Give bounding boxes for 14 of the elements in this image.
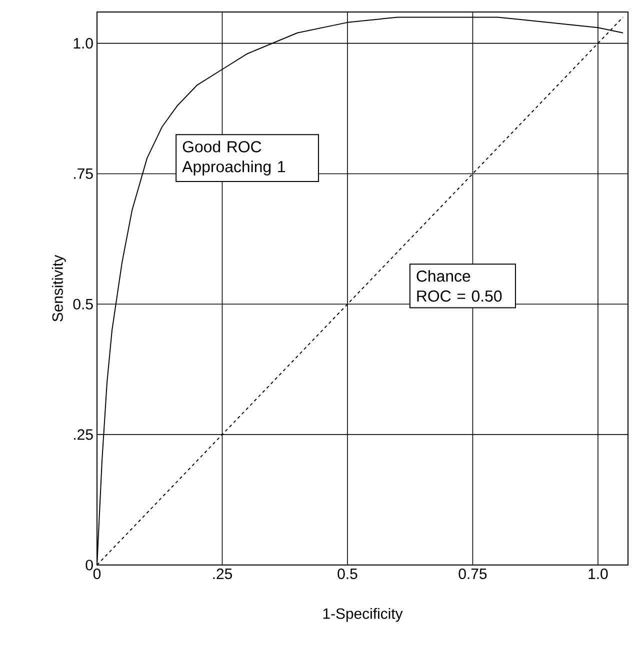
x-tick-label: 0.75 <box>458 568 487 580</box>
x-axis-title: 1-Specificity <box>323 608 403 622</box>
x-tick-label: 1.0 <box>588 568 608 580</box>
annotation: Good ROC Approaching 1 <box>182 140 285 176</box>
y-tick-label: .25 <box>74 429 93 440</box>
y-tick-label: 0.5 <box>73 298 93 310</box>
y-tick-label: 0 <box>86 560 93 570</box>
y-axis-title: Sensitivity <box>52 254 66 322</box>
y-tick-label: 1.0 <box>74 38 93 49</box>
annotation: Chance ROC = 0.50 <box>416 270 502 302</box>
x-tick-label: 0.5 <box>338 568 358 580</box>
x-tick-label: .25 <box>213 568 232 580</box>
y-tick-label: .75 <box>74 168 93 179</box>
x-tick-label: 0 <box>93 568 101 580</box>
